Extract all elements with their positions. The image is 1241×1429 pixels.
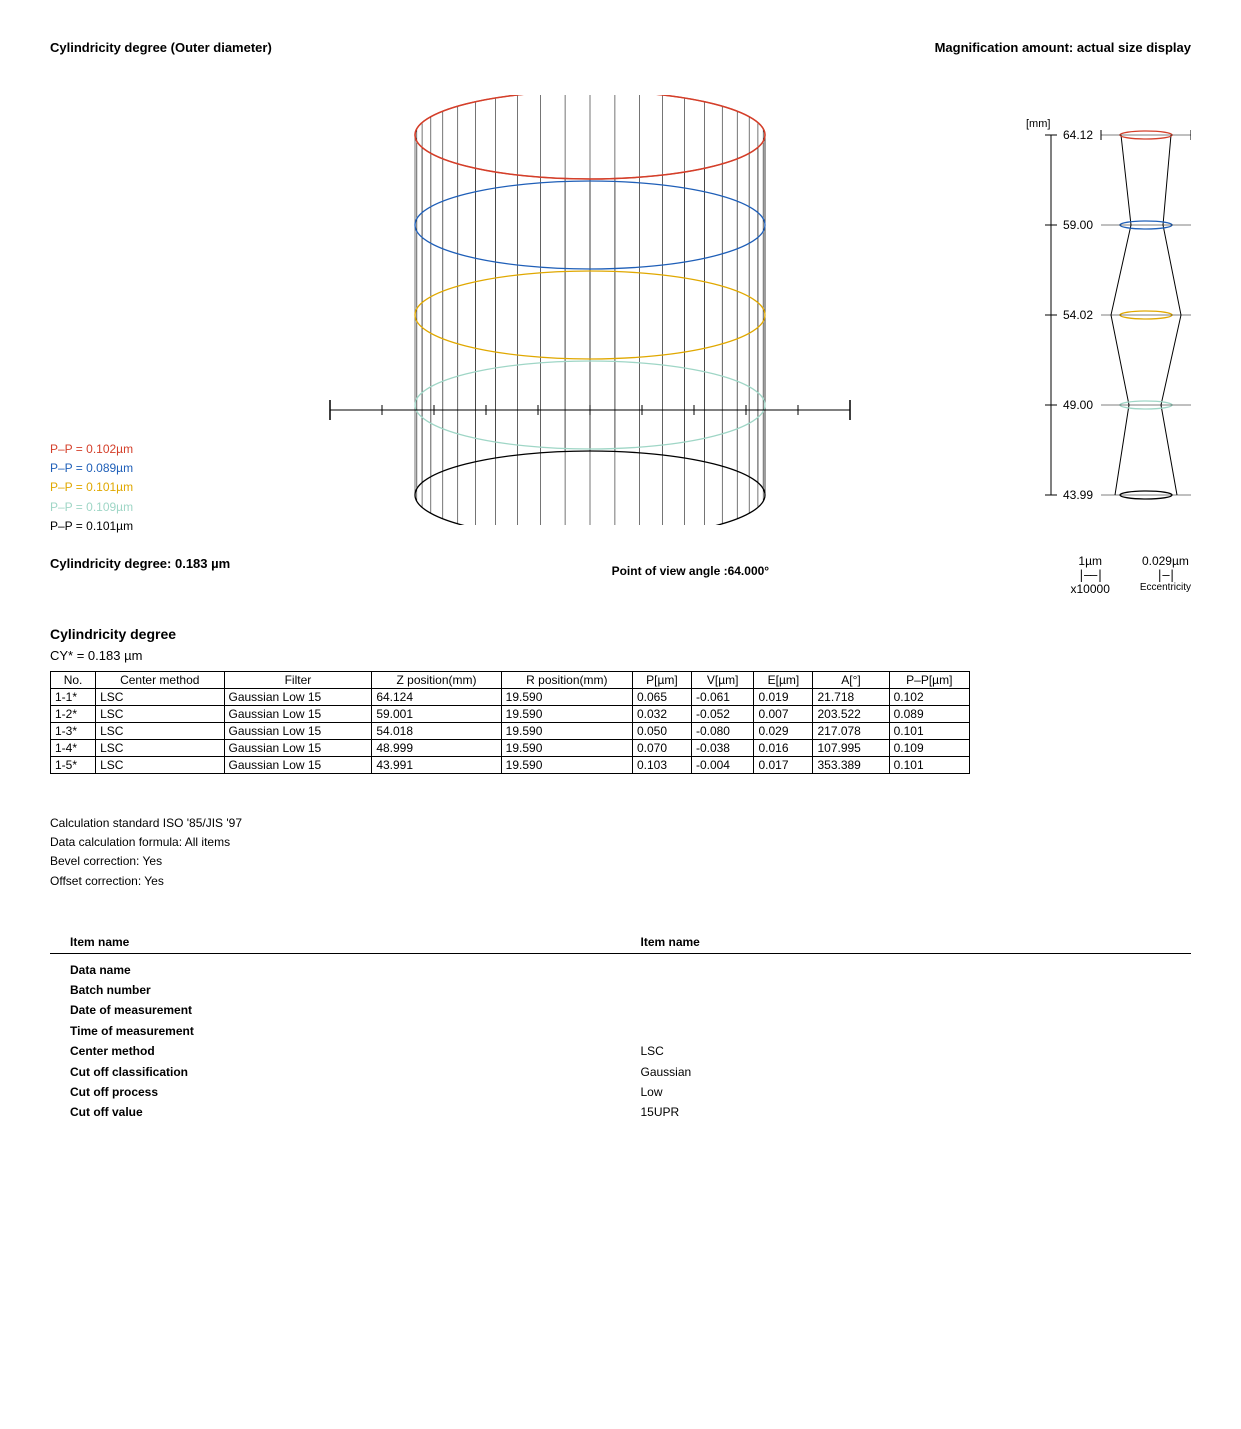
- page-title-right: Magnification amount: actual size displa…: [935, 40, 1191, 55]
- table-row: 1-5*LSCGaussian Low 1543.99119.5900.103-…: [51, 756, 970, 773]
- item-label: Cut off value: [70, 1102, 621, 1122]
- table-title: Cylindricity degree: [50, 626, 1191, 642]
- col-header: R position(mm): [501, 671, 632, 688]
- item-label: Cut off classification: [70, 1062, 621, 1082]
- item-value: [641, 980, 1192, 1000]
- item-value: Gaussian: [641, 1062, 1192, 1082]
- item-label: Date of measurement: [70, 1000, 621, 1020]
- col-header: E[µm]: [754, 671, 813, 688]
- item-label: Batch number: [70, 980, 621, 1000]
- svg-text:49.00: 49.00: [1063, 398, 1093, 412]
- col-header: P–P[µm]: [889, 671, 969, 688]
- svg-text:59.00: 59.00: [1063, 218, 1093, 232]
- data-table: No.Center methodFilterZ position(mm)R po…: [50, 671, 970, 774]
- item-section: Item name Item name Data nameBatch numbe…: [50, 931, 1191, 1123]
- scale-eccentricity: 0.029µm |—| Eccentricity: [1140, 554, 1191, 596]
- item-value: Low: [641, 1082, 1192, 1102]
- item-label: Center method: [70, 1041, 621, 1061]
- svg-text:[mm]: [mm]: [1026, 118, 1050, 130]
- cylindricity-value: Cylindricity degree: 0.183 µm: [50, 556, 230, 571]
- item-value: 15UPR: [641, 1102, 1192, 1122]
- col-header: A[°]: [813, 671, 889, 688]
- col-header: No.: [51, 671, 96, 688]
- scale-magnification: 1µm |——| x10000: [1071, 554, 1110, 596]
- page-title-left: Cylindricity degree (Outer diameter): [50, 40, 272, 55]
- table-row: 1-2*LSCGaussian Low 1559.00119.5900.032-…: [51, 705, 970, 722]
- cylinder-plot: [320, 95, 860, 525]
- item-value: [641, 960, 1192, 980]
- item-value: [641, 1021, 1192, 1041]
- item-label: Time of measurement: [70, 1021, 621, 1041]
- cy-value: CY* = 0.183 µm: [50, 648, 1191, 663]
- calc-standards: Calculation standard ISO '85/JIS '97 Dat…: [50, 814, 1191, 891]
- item-value: [641, 1000, 1192, 1020]
- item-label: Cut off process: [70, 1082, 621, 1102]
- col-header: Z position(mm): [372, 671, 501, 688]
- table-row: 1-3*LSCGaussian Low 1554.01819.5900.050-…: [51, 722, 970, 739]
- col-header: Center method: [96, 671, 224, 688]
- col-header: V[µm]: [691, 671, 754, 688]
- svg-text:43.99: 43.99: [1063, 488, 1093, 502]
- col-header: Filter: [224, 671, 372, 688]
- item-label: Data name: [70, 960, 621, 980]
- table-row: 1-4*LSCGaussian Low 1548.99919.5900.070-…: [51, 739, 970, 756]
- svg-text:54.02: 54.02: [1063, 308, 1093, 322]
- view-angle: Point of view angle :64.000°: [612, 564, 770, 578]
- profile-plot: [mm] 64.12 59.00 54.02 49.00 43.99: [1011, 95, 1191, 525]
- table-row: 1-1*LSCGaussian Low 1564.12419.5900.065-…: [51, 688, 970, 705]
- svg-text:64.12: 64.12: [1063, 128, 1093, 142]
- col-header: P[µm]: [632, 671, 691, 688]
- item-value: LSC: [641, 1041, 1192, 1061]
